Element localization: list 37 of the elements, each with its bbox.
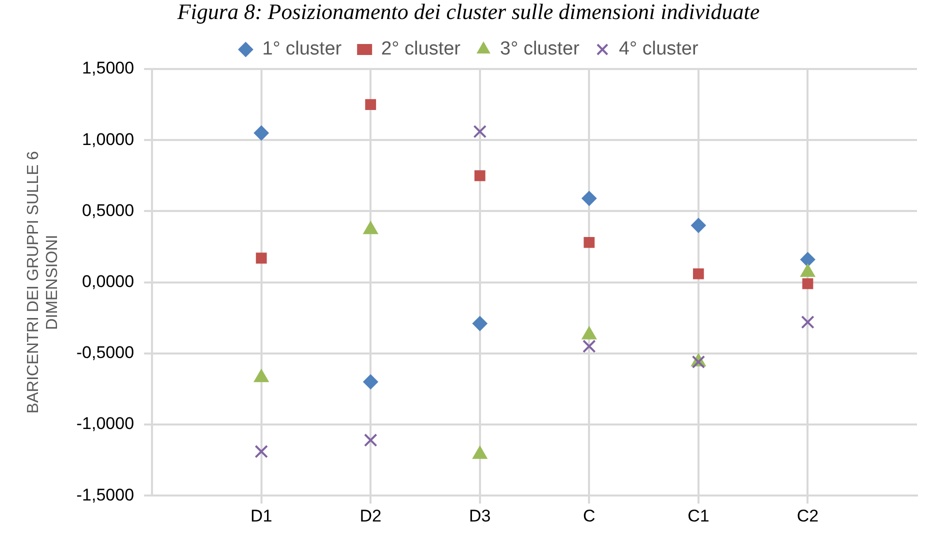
legend-label: 3° cluster [500,38,580,60]
legend-label: 2° cluster [381,38,462,60]
point [254,444,268,458]
point [582,190,597,206]
x-tick-label: C1 [688,506,710,526]
y-tick-label: 0,5000 [82,200,134,220]
y-tick-label: -0,5000 [76,343,134,362]
x-tick-label: C [583,506,596,526]
point [690,218,706,233]
y-tick-label: 1,0000 [82,130,134,149]
point [800,252,816,268]
x-tick-label: C2 [796,506,819,526]
point [473,124,487,138]
y-axis-title: BARICENTRI DEI GRUPPI SULLE 6 DIMENSIONI [25,151,62,414]
point [802,278,814,290]
point [363,374,378,390]
x-tick-label: D2 [360,506,382,526]
legend-label: 1° cluster [262,38,342,60]
point [364,433,378,447]
x-tick-label: D3 [469,506,491,526]
point [474,170,486,182]
y-tick-label: 1,5000 [82,58,134,78]
point [801,315,814,329]
point [584,237,595,248]
x-tick-label: D1 [250,506,272,526]
point [254,125,269,140]
y-tick-label: -1,5000 [76,485,134,504]
point [256,252,267,264]
point [692,355,706,369]
y-tick-label: -1,0000 [76,414,134,434]
y-tick-label: 0,0000 [82,272,134,291]
legend-label: 4° cluster [618,38,699,60]
point [472,316,488,332]
chart-title: Figura 8: Posizionamento dei cluster sulle dimensioni individuate [176,0,761,24]
point [365,99,376,110]
point [692,268,704,280]
point [582,340,596,353]
